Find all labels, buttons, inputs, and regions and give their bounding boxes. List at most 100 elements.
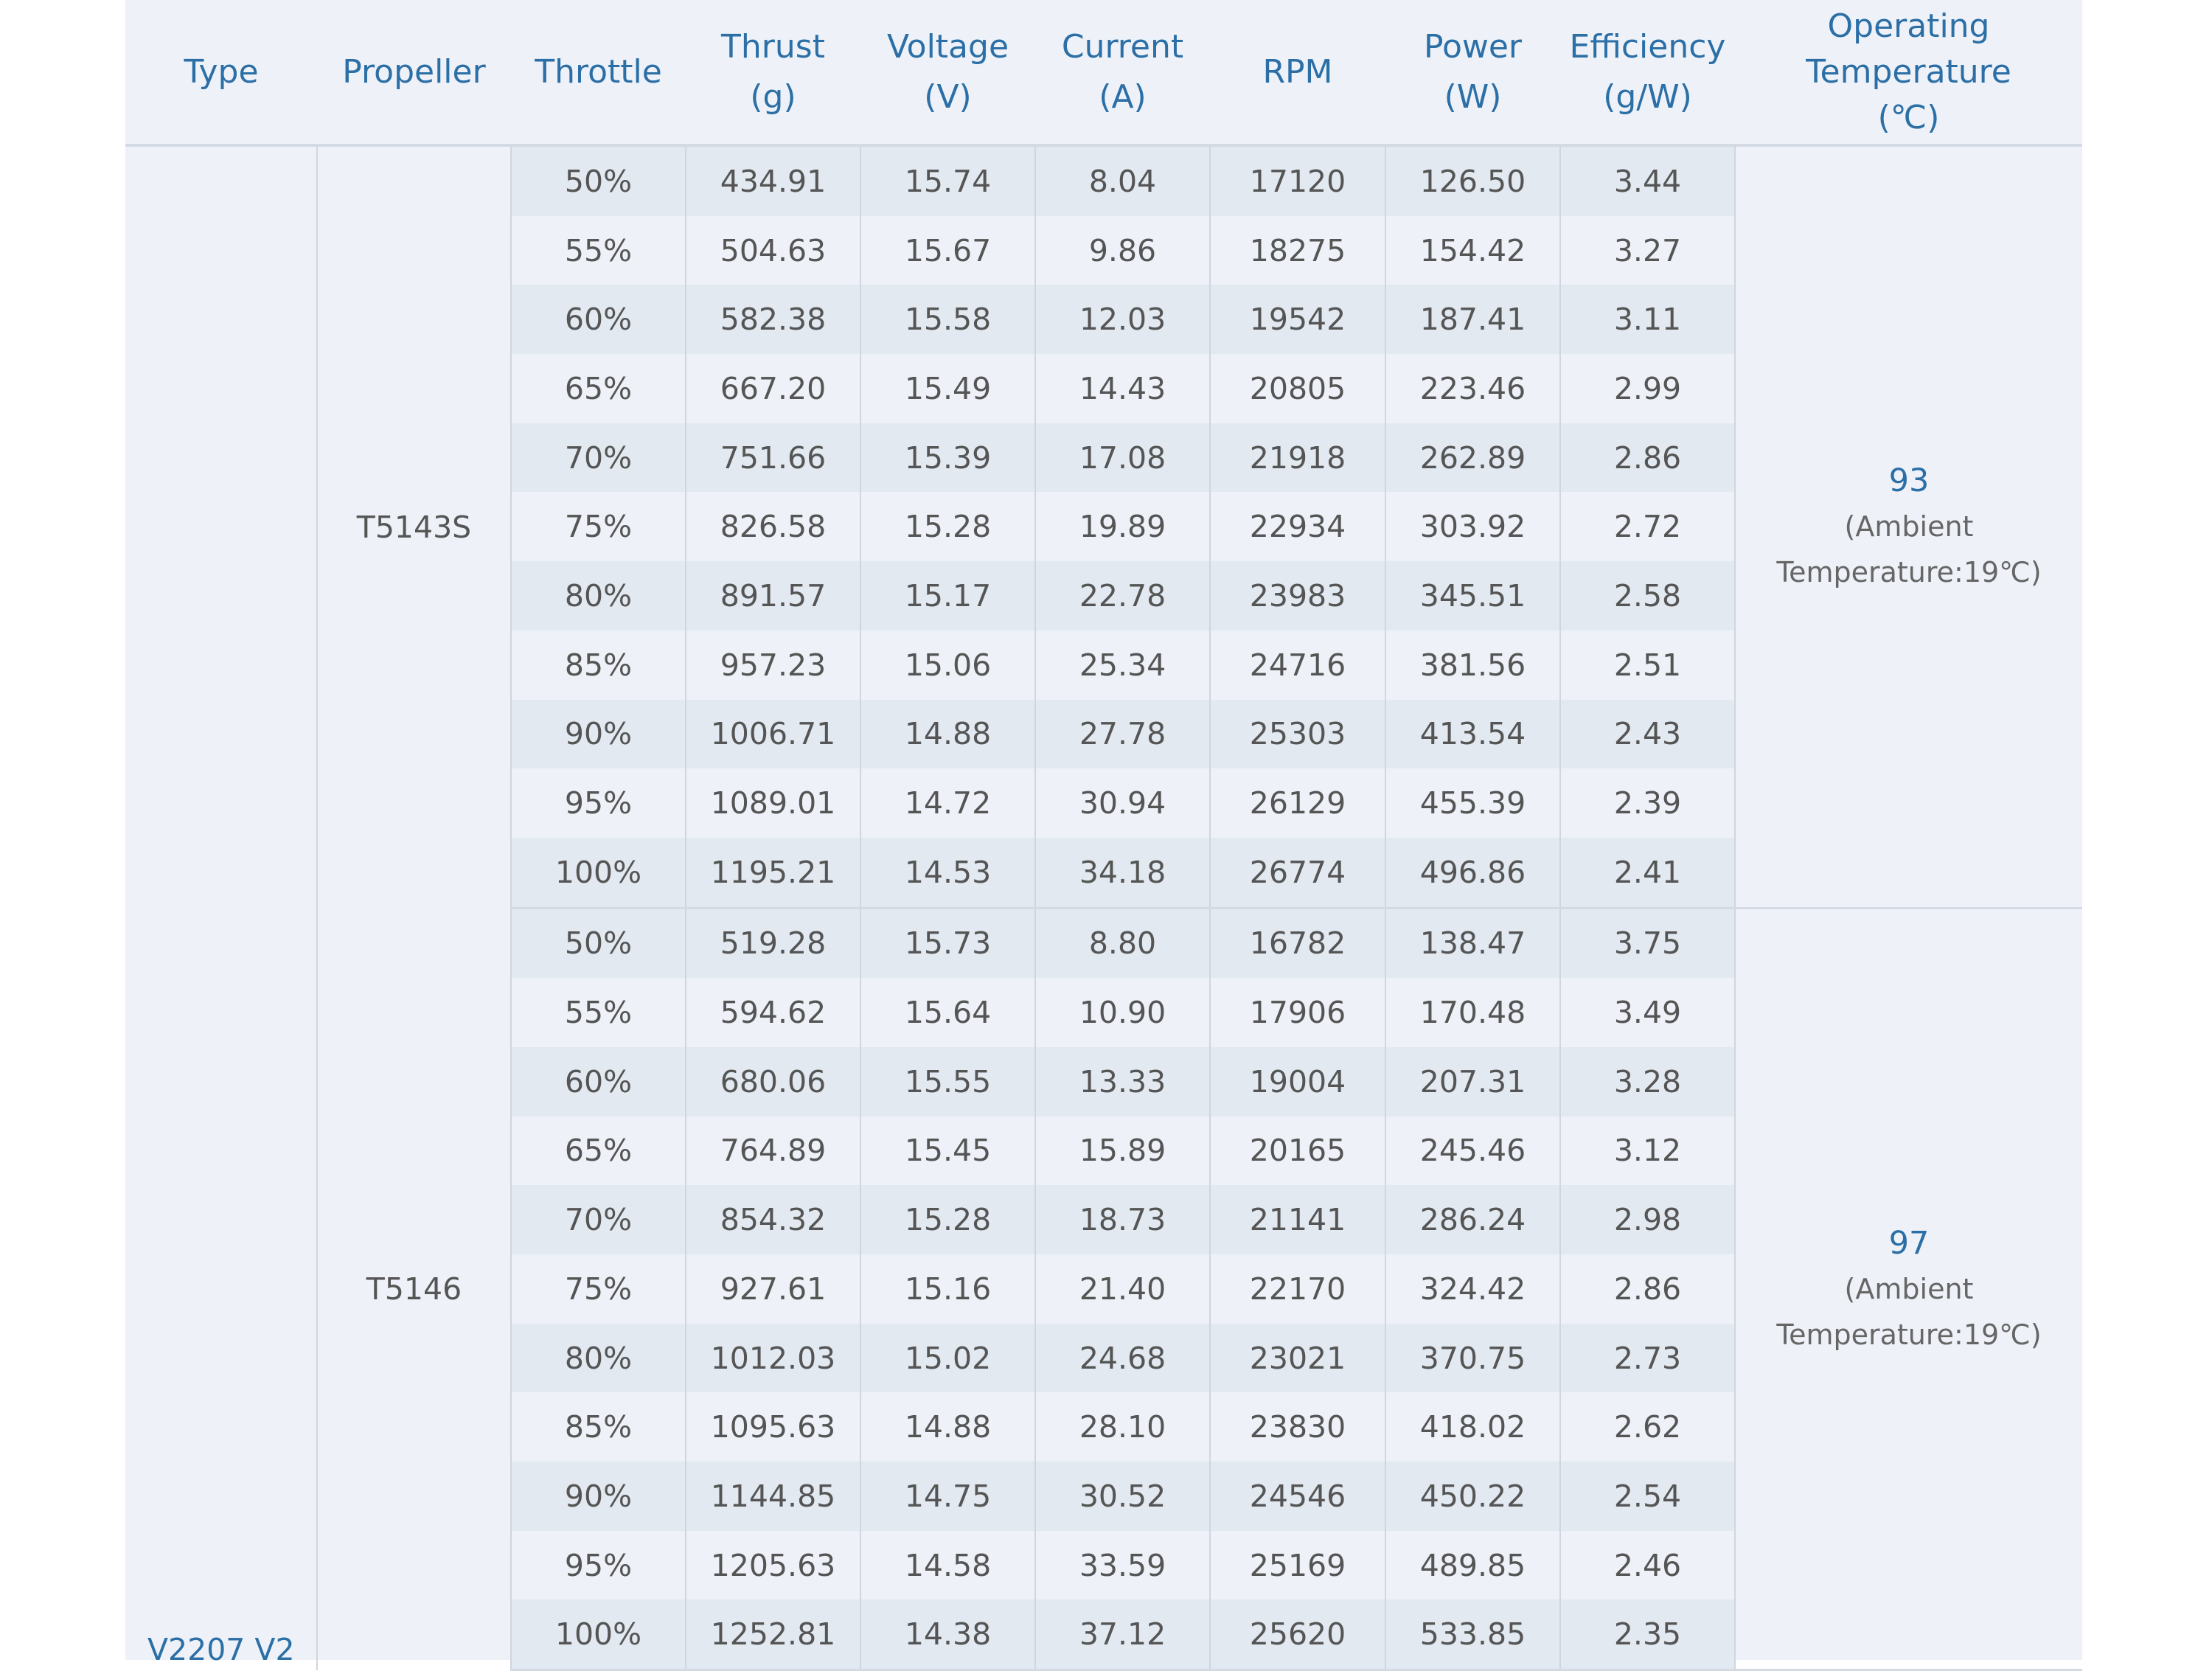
voltage-cell: 14.72 [860, 768, 1035, 838]
current-cell: 14.43 [1034, 354, 1210, 423]
table-row: 80% 1012.03 15.02 24.68 23021 370.75 2.73 [125, 1323, 2082, 1393]
efficiency-cell: 2.35 [1559, 1599, 1735, 1671]
power-cell: 418.02 [1385, 1392, 1560, 1462]
power-cell: 126.50 [1385, 145, 1560, 216]
current-cell: 12.03 [1034, 285, 1210, 355]
throttle-cell: 85% [510, 1392, 686, 1462]
current-cell: 25.34 [1034, 630, 1210, 700]
voltage-cell: 15.28 [860, 1185, 1035, 1254]
thrust-cell: 434.91 [685, 145, 860, 216]
thrust-cell: 1144.85 [685, 1462, 860, 1531]
current-cell: 17.08 [1034, 423, 1210, 493]
power-cell: 496.86 [1385, 837, 1560, 909]
ambient-temperature: Temperature:19℃) [1776, 1318, 2042, 1351]
column-header-power: Power (W) [1385, 0, 1560, 147]
current-cell: 24.68 [1034, 1323, 1210, 1393]
thrust-cell: 1095.63 [685, 1392, 860, 1462]
table-row: 65% 667.20 15.49 14.43 20805 223.46 2.99 [125, 354, 2082, 423]
current-cell: 8.80 [1034, 908, 1210, 979]
column-header-propeller: Propeller [317, 0, 511, 147]
rpm-cell: 17906 [1209, 978, 1385, 1047]
voltage-cell: 14.58 [860, 1530, 1035, 1600]
rpm-cell: 26129 [1209, 768, 1385, 838]
power-cell: 245.46 [1385, 1116, 1560, 1186]
thrust-cell: 891.57 [685, 561, 860, 630]
efficiency-cell: 2.86 [1559, 423, 1735, 493]
power-cell: 345.51 [1385, 561, 1560, 630]
table-row: 85% 957.23 15.06 25.34 24716 381.56 2.51 [125, 630, 2082, 700]
table-row: 100% 1252.81 14.38 37.12 25620 533.85 2.35 [125, 1599, 2082, 1671]
rpm-cell: 20165 [1209, 1116, 1385, 1186]
efficiency-cell: 2.43 [1559, 699, 1735, 769]
voltage-cell: 15.17 [860, 561, 1035, 630]
current-cell: 19.89 [1034, 492, 1210, 562]
voltage-cell: 15.45 [860, 1116, 1035, 1186]
throttle-cell: 85% [510, 630, 686, 700]
temperature-value: 93 [1888, 462, 1930, 500]
rpm-cell: 25303 [1209, 699, 1385, 769]
table-row: 95% 1205.63 14.58 33.59 25169 489.85 2.46 [125, 1530, 2082, 1600]
throttle-cell: 50% [510, 145, 686, 216]
efficiency-cell: 2.73 [1559, 1323, 1735, 1393]
throttle-cell: 70% [510, 423, 686, 493]
efficiency-cell: 3.28 [1559, 1046, 1735, 1116]
table-row: 70% 751.66 15.39 17.08 21918 262.89 2.86 [125, 423, 2082, 493]
power-cell: 138.47 [1385, 908, 1560, 979]
power-cell: 207.31 [1385, 1046, 1560, 1116]
rpm-cell: 16782 [1209, 908, 1385, 979]
thrust-cell: 1195.21 [685, 837, 860, 909]
rpm-cell: 22934 [1209, 492, 1385, 562]
current-cell: 27.78 [1034, 699, 1210, 769]
table-row: 70% 854.32 15.28 18.73 21141 286.24 2.98 [125, 1185, 2082, 1254]
column-header-efficiency: Efficiency (g/W) [1560, 0, 1735, 147]
efficiency-cell: 2.98 [1559, 1185, 1735, 1254]
efficiency-cell: 3.27 [1559, 215, 1735, 285]
column-header-operating-temperature: Operating Temperature (℃) [1735, 0, 2082, 147]
column-header-type: Type [125, 0, 317, 147]
thrust-cell: 680.06 [685, 1046, 860, 1116]
power-cell: 223.46 [1385, 354, 1560, 423]
operating-temperature-cell: 93 (Ambient Temperature:19℃) [1734, 145, 2082, 909]
ambient-label: (Ambient [1844, 510, 1974, 543]
rpm-cell: 23830 [1209, 1392, 1385, 1462]
table-row: 55% 594.62 15.64 10.90 17906 170.48 3.49 [125, 978, 2082, 1047]
ambient-temperature: Temperature:19℃) [1776, 556, 2042, 589]
header-row: Type Propeller Throttle Thrust (g) Voltage (V)… [125, 0, 2082, 147]
thrust-cell: 826.58 [685, 492, 860, 562]
power-cell: 489.85 [1385, 1530, 1560, 1600]
thrust-cell: 764.89 [685, 1116, 860, 1186]
power-cell: 154.42 [1385, 215, 1560, 285]
efficiency-cell: 3.11 [1559, 285, 1735, 355]
power-cell: 324.42 [1385, 1254, 1560, 1324]
current-cell: 10.90 [1034, 978, 1210, 1047]
voltage-cell: 14.75 [860, 1462, 1035, 1531]
thrust-cell: 957.23 [685, 630, 860, 700]
thrust-cell: 1006.71 [685, 699, 860, 769]
table-row: 90% 1006.71 14.88 27.78 25303 413.54 2.43 [125, 699, 2082, 769]
thrust-cell: 1089.01 [685, 768, 860, 838]
column-header-thrust: Thrust (g) [686, 0, 860, 147]
throttle-cell: 100% [510, 837, 686, 909]
efficiency-cell: 2.46 [1559, 1530, 1735, 1600]
voltage-cell: 15.28 [860, 492, 1035, 562]
current-cell: 9.86 [1034, 215, 1210, 285]
table-row: V2207 V2 T5143S 50% 434.91 15.74 8.04 17120 126… [125, 145, 2082, 1667]
column-header-throttle: Throttle [511, 0, 686, 147]
current-cell: 28.10 [1034, 1392, 1210, 1462]
throttle-cell: 75% [510, 492, 686, 562]
power-cell: 450.22 [1385, 1462, 1560, 1531]
power-cell: 533.85 [1385, 1599, 1560, 1671]
table-row: 65% 764.89 15.45 15.89 20165 245.46 3.12 [125, 1116, 2082, 1186]
thrust-cell: 582.38 [685, 285, 860, 355]
thrust-cell: 1252.81 [685, 1599, 860, 1671]
table-row: T5146 50% 519.28 15.73 8.80 16782 138.47 3.75 97… [125, 908, 2082, 1671]
throttle-cell: 60% [510, 1046, 686, 1116]
voltage-cell: 14.88 [860, 699, 1035, 769]
motor-test-table-container: Type Propeller Throttle Thrust (g) Voltage (V)… [125, 0, 2082, 1671]
type-cell: V2207 V2 [147, 1631, 295, 1667]
rpm-cell: 24716 [1209, 630, 1385, 700]
throttle-cell: 80% [510, 561, 686, 630]
power-cell: 286.24 [1385, 1185, 1560, 1254]
throttle-cell: 95% [510, 1530, 686, 1600]
voltage-cell: 15.16 [860, 1254, 1035, 1324]
